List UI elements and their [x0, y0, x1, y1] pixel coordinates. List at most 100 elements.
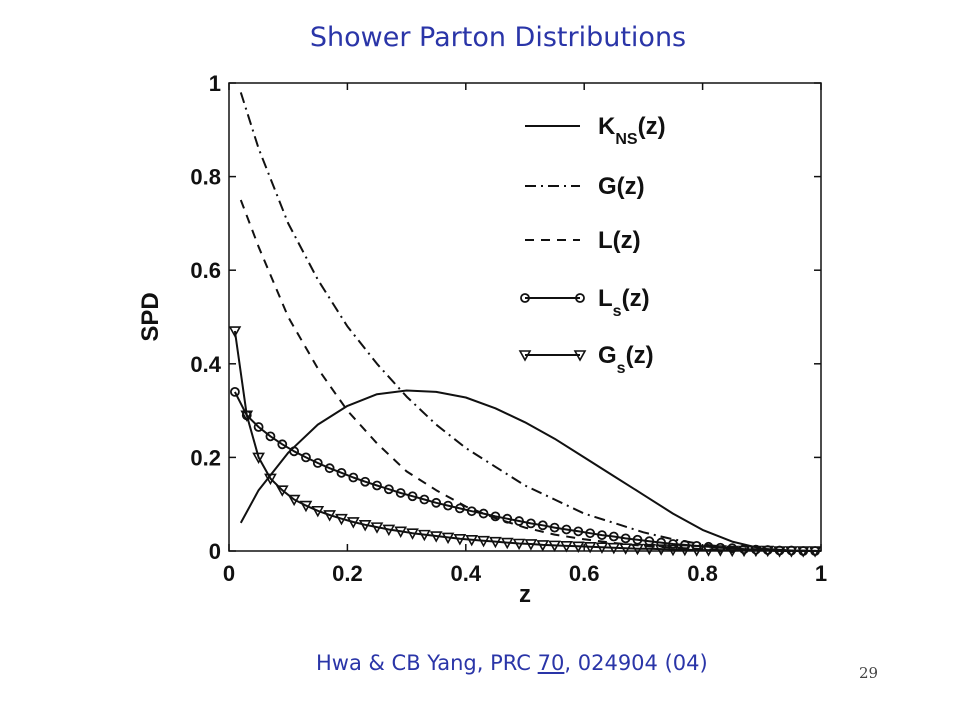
- data-point: [548, 540, 561, 553]
- data-point: [702, 545, 715, 557]
- data-point: [489, 536, 502, 549]
- data-point: [228, 326, 242, 338]
- series-line: [239, 92, 822, 552]
- legend-marker: [573, 350, 587, 362]
- series-k-ns-z-: [239, 389, 822, 552]
- data-point: [230, 386, 240, 397]
- data-point: [595, 542, 609, 554]
- data-point: [443, 500, 453, 511]
- y-tick-label: 1: [209, 71, 221, 96]
- data-point: [478, 508, 489, 519]
- x-tick-label: 0.8: [687, 561, 718, 586]
- data-point: [502, 513, 513, 524]
- legend-marker: [575, 293, 585, 303]
- legend: KNS(z) G(z) L(z) Ls(z) Gs(z): [518, 113, 666, 377]
- data-point: [678, 544, 692, 557]
- data-point: [466, 506, 477, 517]
- legend-label: G(z): [598, 173, 645, 200]
- series-g-z-: [239, 92, 822, 552]
- data-point: [490, 511, 501, 522]
- y-tick-label: 0.8: [190, 165, 221, 190]
- data-point: [571, 541, 585, 553]
- x-tick-label: 0.6: [569, 561, 600, 586]
- citation: Hwa & CB Yang, PRC 70, 024904 (04): [316, 651, 708, 675]
- data-point: [406, 528, 419, 540]
- page-number: 29: [859, 664, 879, 682]
- data-point: [441, 532, 455, 545]
- data-point: [761, 545, 775, 558]
- data-point: [666, 544, 680, 557]
- data-point: [585, 528, 596, 539]
- data-point: [597, 530, 607, 540]
- data-point: [773, 546, 786, 558]
- x-tick-label: 0.2: [332, 561, 363, 586]
- data-point: [382, 524, 396, 537]
- data-point: [312, 458, 323, 468]
- data-point: [253, 422, 264, 432]
- data-point: [512, 538, 526, 551]
- data-point: [358, 519, 372, 532]
- data-point: [265, 431, 276, 442]
- legend-label: Gs(z): [598, 342, 654, 377]
- data-point: [360, 476, 371, 487]
- data-point: [453, 534, 467, 546]
- series-g-s-z-: [228, 326, 822, 558]
- data-point: [725, 545, 739, 558]
- y-tick-label: 0.2: [190, 445, 221, 470]
- data-point: [407, 491, 418, 502]
- citation-suffix: , 024904 (04): [564, 651, 708, 675]
- data-point: [370, 522, 384, 534]
- data-point: [796, 546, 810, 558]
- data-point: [714, 545, 727, 557]
- x-tick-label: 0: [223, 561, 235, 586]
- data-point: [631, 543, 644, 556]
- data-point: [348, 472, 359, 483]
- data-point: [607, 542, 621, 555]
- series-line: [233, 330, 816, 552]
- data-point: [619, 543, 632, 555]
- series-line: [234, 391, 816, 552]
- data-point: [500, 537, 514, 550]
- data-point: [561, 524, 572, 535]
- legend-item: Ls(z): [520, 285, 650, 320]
- data-point: [429, 531, 443, 543]
- data-point: [620, 533, 631, 544]
- citation-volume[interactable]: 70: [537, 651, 565, 675]
- legend-label: L(z): [598, 227, 641, 254]
- legend-label: KNS(z): [598, 113, 666, 148]
- series-line: [239, 389, 822, 552]
- y-tick-label: 0.6: [190, 258, 221, 283]
- data-point: [346, 517, 360, 529]
- data-point: [287, 494, 301, 507]
- data-point: [536, 540, 550, 552]
- slide-title: Shower Parton Distributions: [309, 22, 687, 53]
- data-point: [299, 500, 313, 513]
- data-point: [573, 526, 584, 537]
- y-axis-label: SPD: [137, 292, 164, 341]
- data-point: [537, 520, 548, 531]
- data-point: [323, 510, 336, 522]
- legend-item: L(z): [525, 227, 641, 254]
- data-point: [418, 529, 431, 542]
- data-point: [289, 446, 300, 457]
- data-point: [808, 546, 822, 558]
- data-point: [264, 473, 277, 486]
- x-tick-label: 1: [815, 561, 827, 586]
- data-point: [477, 535, 490, 548]
- data-point: [465, 534, 479, 547]
- axis-ticks: 0 0.2 0.4 0.6 0.8 1 0 0.2 0.4 0.6 0.8 1: [190, 71, 827, 586]
- data-point: [656, 537, 667, 548]
- data-point: [690, 545, 704, 557]
- data-point: [275, 485, 289, 497]
- y-tick-label: 0.4: [190, 352, 221, 377]
- legend-marker: [520, 293, 530, 303]
- data-point: [394, 526, 408, 538]
- data-point: [785, 546, 798, 558]
- data-point: [301, 452, 311, 463]
- data-point: [431, 497, 442, 508]
- series-line: [239, 199, 821, 552]
- data-point: [395, 488, 406, 498]
- data-point: [454, 503, 465, 514]
- data-point: [419, 494, 430, 505]
